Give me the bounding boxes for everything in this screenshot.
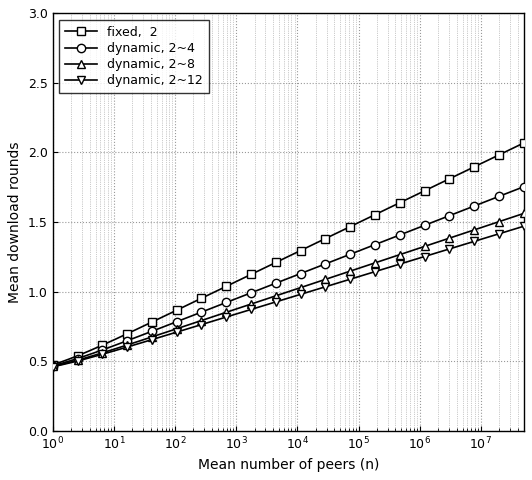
Legend: fixed,  2, dynamic, 2~4, dynamic, 2~8, dynamic, 2~12: fixed, 2, dynamic, 2~4, dynamic, 2~8, dy… <box>59 20 209 94</box>
X-axis label: Mean number of peers (n): Mean number of peers (n) <box>197 457 379 472</box>
Y-axis label: Mean download rounds: Mean download rounds <box>9 141 22 303</box>
